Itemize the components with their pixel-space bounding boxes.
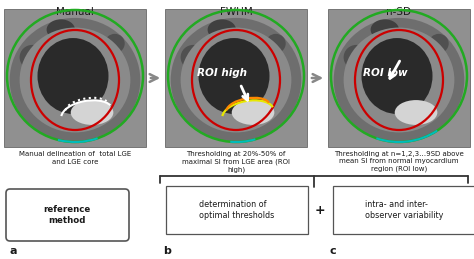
Ellipse shape bbox=[19, 27, 130, 132]
Text: reference
method: reference method bbox=[44, 205, 91, 225]
Ellipse shape bbox=[232, 100, 274, 125]
Ellipse shape bbox=[105, 34, 125, 53]
Ellipse shape bbox=[266, 34, 286, 53]
Text: Thresholding at n=1,2,3…9SD above
mean SI from normal myocardium
region (ROI low: Thresholding at n=1,2,3…9SD above mean S… bbox=[334, 151, 464, 172]
Ellipse shape bbox=[181, 45, 206, 70]
Text: determination of
optimal thresholds: determination of optimal thresholds bbox=[200, 200, 274, 220]
Ellipse shape bbox=[181, 27, 292, 132]
Ellipse shape bbox=[371, 19, 399, 40]
Text: +: + bbox=[315, 204, 325, 217]
Text: n-SD: n-SD bbox=[386, 7, 411, 17]
Text: ROI low: ROI low bbox=[363, 68, 407, 78]
Ellipse shape bbox=[171, 18, 301, 142]
Ellipse shape bbox=[362, 38, 432, 114]
Ellipse shape bbox=[37, 38, 109, 114]
FancyBboxPatch shape bbox=[6, 189, 129, 241]
Ellipse shape bbox=[71, 100, 113, 125]
Ellipse shape bbox=[395, 100, 438, 125]
FancyBboxPatch shape bbox=[165, 9, 307, 147]
Text: c: c bbox=[330, 246, 337, 256]
Ellipse shape bbox=[208, 19, 236, 40]
Text: b: b bbox=[163, 246, 171, 256]
Ellipse shape bbox=[344, 45, 369, 70]
Text: a: a bbox=[10, 246, 18, 256]
Text: Thresholding at 20%-50% of
maximal SI from LGE area (ROI
high): Thresholding at 20%-50% of maximal SI fr… bbox=[182, 151, 290, 173]
FancyBboxPatch shape bbox=[4, 9, 146, 147]
Ellipse shape bbox=[199, 38, 270, 114]
Text: Manual: Manual bbox=[56, 7, 94, 17]
FancyBboxPatch shape bbox=[166, 186, 308, 234]
Text: FWHM: FWHM bbox=[219, 7, 252, 17]
Text: Manual delineation of  total LGE
and LGE core: Manual delineation of total LGE and LGE … bbox=[19, 151, 131, 164]
Text: intra- and inter-
observer variability: intra- and inter- observer variability bbox=[365, 200, 443, 220]
Ellipse shape bbox=[344, 27, 455, 132]
Ellipse shape bbox=[334, 18, 465, 142]
Ellipse shape bbox=[19, 45, 45, 70]
Ellipse shape bbox=[46, 19, 75, 40]
Text: ROI high: ROI high bbox=[197, 68, 247, 78]
Ellipse shape bbox=[429, 34, 449, 53]
Ellipse shape bbox=[9, 18, 140, 142]
FancyBboxPatch shape bbox=[328, 9, 470, 147]
FancyBboxPatch shape bbox=[333, 186, 474, 234]
